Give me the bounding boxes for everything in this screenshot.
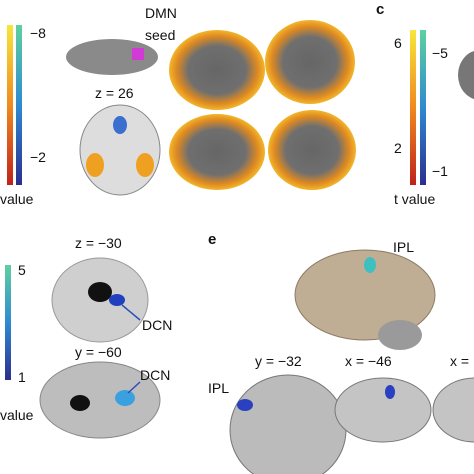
panel-letter: c (376, 1, 384, 18)
colorbar (420, 30, 426, 185)
tick-label: −2 (30, 149, 46, 165)
surface-brain (294, 249, 436, 341)
slice-label: z = 26 (95, 85, 134, 101)
colorbar (16, 25, 22, 185)
annotation: DCN (142, 317, 172, 333)
ventricle (88, 282, 112, 302)
colorbar-label: value (0, 191, 34, 207)
colorbar-label: value (0, 407, 34, 423)
tick-label: 2 (394, 140, 402, 156)
cluster (109, 294, 125, 306)
slice-label: x = −46 (345, 353, 392, 369)
colorbar-label: t value (394, 191, 435, 207)
arrow (127, 381, 141, 394)
annotation: DCN (140, 367, 170, 383)
colorbar (5, 265, 11, 380)
cluster (237, 399, 253, 411)
panel-letter: e (208, 231, 216, 248)
slice (334, 377, 432, 443)
slice (229, 374, 347, 474)
colorbar (410, 30, 416, 185)
blob (113, 116, 127, 134)
brain (169, 30, 265, 110)
cerebellum (378, 320, 422, 350)
seed-marker (132, 48, 144, 60)
slice-label: y = −60 (75, 344, 122, 360)
cluster (364, 257, 376, 273)
slice (432, 377, 474, 443)
slice (39, 361, 161, 439)
cluster (115, 390, 135, 406)
slice-label: z = −30 (75, 235, 122, 251)
tick-label: −5 (432, 45, 448, 61)
slice-label: x = (450, 353, 469, 369)
brain (458, 50, 474, 100)
brain (169, 114, 265, 190)
label: seed (145, 27, 175, 43)
tick-label: 5 (18, 262, 26, 278)
blob (86, 153, 104, 177)
tick-label: 6 (394, 35, 402, 51)
cluster (385, 385, 395, 399)
slice-label: y = −32 (255, 353, 302, 369)
ventricle (70, 395, 90, 411)
tick-label: 1 (18, 369, 26, 385)
tick-label: −8 (30, 25, 46, 41)
brain (268, 110, 356, 190)
label: DMN (145, 5, 177, 21)
brain (265, 20, 355, 104)
blob (136, 153, 154, 177)
cerebellum (66, 39, 158, 75)
colorbar (7, 25, 13, 185)
tick-label: −1 (432, 163, 448, 179)
annotation: IPL (393, 239, 414, 255)
arrow (121, 304, 141, 321)
annotation: IPL (208, 380, 229, 396)
